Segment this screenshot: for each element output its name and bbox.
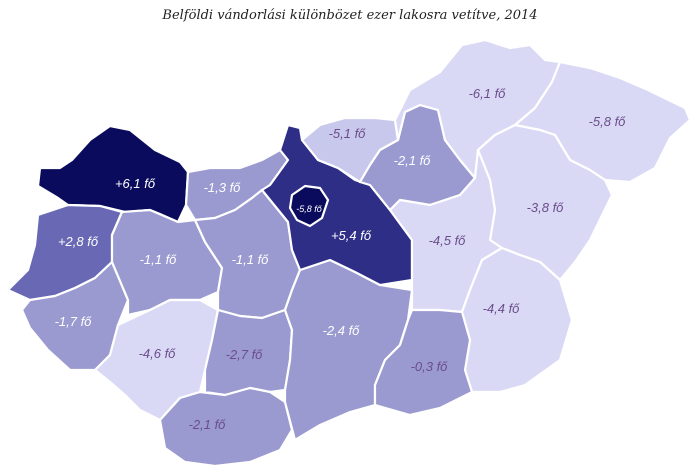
label-heves: -2,1 fő <box>394 153 432 168</box>
label-borsod: -6,1 fő <box>469 86 507 101</box>
label-somogy: -4,6 fő <box>139 346 177 361</box>
label-szabolcs: -5,8 fő <box>589 114 627 129</box>
label-hajdu: -3,8 fő <box>527 200 565 215</box>
label-bekes: -4,4 fő <box>483 301 521 316</box>
label-komarom: -1,3 fő <box>204 180 242 195</box>
label-fejer: -1,1 fő <box>232 252 270 267</box>
county-budapest[interactable] <box>288 184 330 228</box>
label-csongrad: -0,3 fő <box>411 359 449 374</box>
county-csongrad[interactable] <box>373 308 474 417</box>
label-baranya: -2,1 fő <box>189 417 227 432</box>
label-zala: -1,7 fő <box>55 314 93 329</box>
label-pest: +5,4 fő <box>331 228 372 243</box>
label-vas: +2,8 fő <box>58 234 99 249</box>
label-jasz: -4,5 fő <box>429 233 467 248</box>
label-nograd: -5,1 fő <box>329 126 367 141</box>
label-veszprem: -1,1 fő <box>140 252 178 267</box>
label-gyor: +6,1 fő <box>115 176 156 191</box>
county-tolna[interactable] <box>203 308 294 397</box>
label-budapest: -5,8 fő <box>296 204 323 214</box>
county-jasz[interactable] <box>388 148 504 314</box>
map-title: Belföldi vándorlási különbözet ezer lako… <box>162 8 538 23</box>
county-bacs[interactable] <box>283 258 414 442</box>
label-bacs: -2,4 fő <box>323 323 361 338</box>
county-baranya[interactable] <box>158 386 294 468</box>
label-tolna: -2,7 fő <box>226 347 264 362</box>
